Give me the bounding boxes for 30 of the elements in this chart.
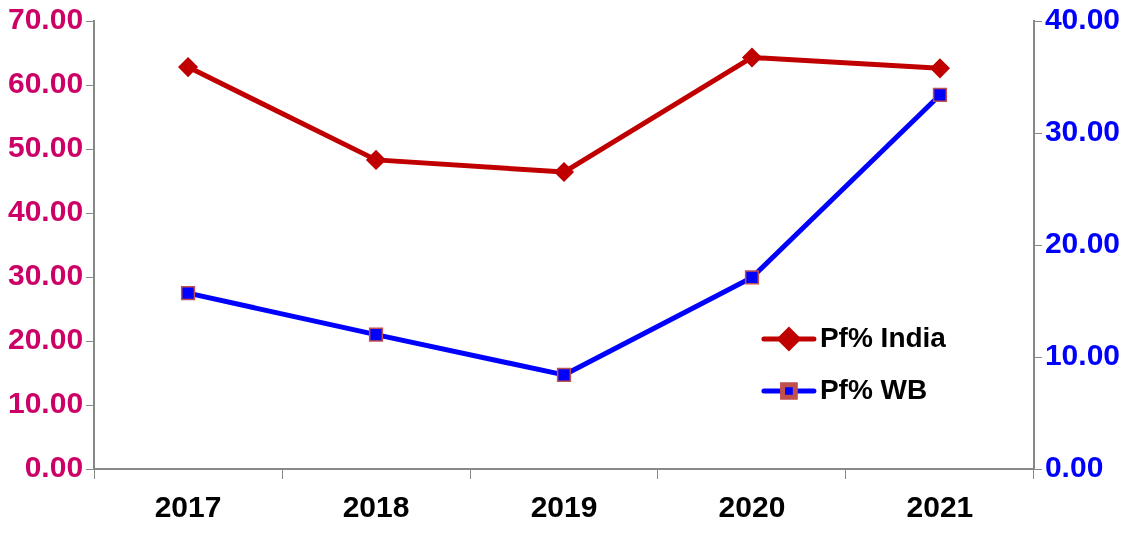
x-tick-label: 2018	[342, 490, 410, 524]
point	[744, 270, 760, 285]
legend-label: Pf% WB	[819, 373, 928, 405]
y2-tick-label: 20.00	[1044, 226, 1120, 260]
x-tick-label: 2021	[906, 490, 974, 524]
y-tick-label: 50.00	[8, 130, 84, 164]
point	[554, 162, 574, 182]
point	[178, 57, 198, 77]
y-tick-label: 30.00	[8, 258, 84, 292]
point	[930, 58, 950, 79]
y-tick-label: 10.00	[8, 386, 84, 420]
y-tick-label: 70.00	[8, 2, 84, 36]
point	[366, 150, 386, 170]
x-tick-label: 2019	[530, 490, 598, 524]
y2-tick-label: 10.00	[1044, 338, 1120, 372]
y2-tick-label: 0.00	[1044, 450, 1104, 484]
point	[368, 327, 384, 342]
y-tick-label: 60.00	[8, 66, 84, 100]
point	[932, 87, 948, 103]
y-tick-label: 20.00	[8, 322, 84, 356]
y2-tick-label: 30.00	[1044, 114, 1120, 148]
point	[180, 286, 196, 301]
point	[742, 47, 762, 68]
y-tick-label: 40.00	[8, 194, 84, 228]
x-tick-label: 2020	[718, 490, 786, 524]
x-tick-label: 2017	[154, 490, 222, 524]
y-tick-label: 0.00	[24, 450, 84, 484]
point	[556, 367, 572, 383]
legend-label: Pf% India	[819, 321, 947, 353]
y2-tick-label: 40.00	[1044, 2, 1120, 36]
